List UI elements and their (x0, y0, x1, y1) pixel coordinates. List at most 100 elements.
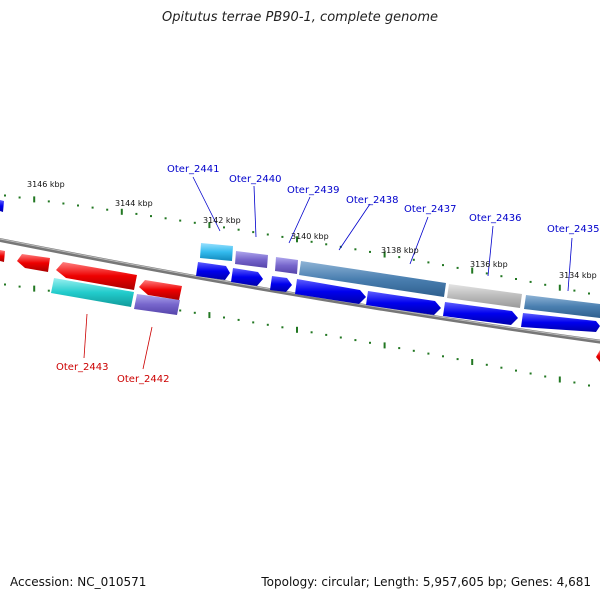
cds-forward-3[interactable] (270, 276, 292, 292)
scale-tick (412, 349, 415, 352)
scale-tick (442, 264, 444, 267)
cds-forward-7[interactable] (521, 313, 600, 332)
gene-label-oter-2439[interactable]: Oter_2439 (287, 185, 340, 196)
scale-tick (500, 275, 503, 278)
scale-tick (47, 200, 50, 203)
feature-oter-2440[interactable] (235, 251, 268, 268)
scale-tick (588, 384, 590, 387)
scale-tick (558, 284, 561, 291)
kbp-label-3140: 3140 kbp (291, 232, 329, 241)
scale-tick (369, 250, 371, 253)
accession-text: Accession: NC_010571 (10, 575, 147, 589)
gene-label-oter-2442[interactable]: Oter_2442 (117, 374, 170, 385)
scale-tick (515, 369, 517, 372)
feature-oter-2443[interactable] (51, 278, 134, 307)
scale-tick (91, 206, 94, 209)
scale-tick (179, 309, 182, 312)
scale-tick (18, 196, 21, 199)
scale-tick (354, 339, 357, 342)
genome-summary-text: Topology: circular; Length: 5,957,605 bp… (261, 575, 591, 589)
cds-reverse-1[interactable] (0, 250, 5, 262)
cds-forward-5[interactable] (366, 291, 441, 315)
scale-tick (237, 318, 240, 321)
scale-tick (325, 243, 328, 246)
scale-tick (252, 231, 255, 234)
scale-tick (456, 266, 459, 269)
scale-tick (223, 226, 225, 229)
scale-tick (164, 217, 167, 220)
kbp-label-3136: 3136 kbp (470, 260, 508, 269)
cds-reverse-6[interactable] (0, 200, 4, 212)
scale-tick (179, 219, 182, 222)
scale-tick (383, 251, 386, 258)
scale-tick (150, 215, 152, 218)
cds-reverse-4[interactable] (139, 280, 182, 300)
scale-tick (529, 280, 532, 283)
feature-oter-2435[interactable] (524, 295, 600, 318)
scale-tick (266, 233, 269, 236)
feature-oter-2438[interactable] (299, 261, 446, 297)
scale-tick (193, 311, 196, 314)
feature-oter-2442[interactable] (134, 294, 180, 315)
gene-label-oter-2435[interactable]: Oter_2435 (547, 224, 600, 235)
scale-tick (33, 285, 36, 292)
scale-tick (485, 363, 488, 366)
scale-tick (573, 381, 576, 384)
scale-tick (208, 222, 211, 229)
scale-tick (252, 321, 255, 324)
forward-cds-track (196, 262, 600, 332)
scale-tick (223, 316, 225, 319)
gene-label-oter-2437[interactable]: Oter_2437 (404, 204, 457, 215)
kbp-label-3142: 3142 kbp (203, 216, 241, 225)
gene-label-oter-2443[interactable]: Oter_2443 (56, 362, 109, 373)
scale-tick (515, 278, 517, 280)
scale-tick (208, 312, 211, 319)
scale-tick (4, 283, 6, 286)
scale-tick (412, 258, 415, 261)
gene-label-oter-2440[interactable]: Oter_2440 (229, 174, 282, 185)
scale-tick (325, 333, 328, 336)
scale-tick (369, 341, 371, 344)
label-leaders (83, 176, 573, 370)
scale-tick (62, 202, 65, 205)
cds-forward-4[interactable] (295, 279, 366, 304)
feature-oter-2436[interactable] (447, 284, 522, 308)
gene-label-oter-2436[interactable]: Oter_2436 (469, 213, 522, 224)
scale-tick (573, 289, 576, 292)
gene-label-oter-2441[interactable]: Oter_2441 (167, 164, 220, 175)
scale-tick (500, 366, 503, 369)
scale-tick (456, 358, 459, 361)
scale-tick (193, 221, 196, 224)
cds-reverse-3[interactable] (56, 262, 137, 290)
scale-tick (427, 261, 430, 264)
map-title: Opitutus terrae PB90-1, complete genome (161, 10, 439, 25)
scale-tick (588, 292, 590, 295)
feature-track (51, 243, 600, 318)
feature-oter-2439[interactable] (275, 257, 298, 274)
scale-tick (33, 196, 36, 203)
scale-tick (442, 355, 444, 358)
scale-tick (558, 376, 561, 383)
scale-tick (383, 342, 386, 349)
feature-oter-2441[interactable] (200, 243, 233, 261)
scale-tick (18, 285, 21, 288)
cds-forward-6[interactable] (443, 302, 518, 325)
cds-reverse-2[interactable] (17, 254, 50, 272)
scale-tick (77, 204, 79, 207)
scale-tick (106, 208, 109, 211)
scale-tick (266, 323, 269, 326)
scale-tick (310, 331, 313, 334)
gene-label-oter-2438[interactable]: Oter_2438 (346, 195, 399, 206)
genome-backbone (0, 237, 600, 344)
cds-reverse-5[interactable] (596, 350, 600, 362)
scale-tick (339, 336, 342, 339)
kbp-label-3134: 3134 kbp (559, 271, 597, 280)
cds-forward-1[interactable] (196, 262, 230, 280)
scale-tick (281, 326, 284, 329)
gene-labels: Oter_2441 Oter_2440 Oter_2439 Oter_2438 … (56, 164, 600, 385)
kbp-label-3138: 3138 kbp (381, 246, 419, 255)
cds-forward-2[interactable] (231, 268, 263, 286)
scale-tick (544, 283, 547, 286)
kbp-label-3144: 3144 kbp (115, 199, 153, 208)
